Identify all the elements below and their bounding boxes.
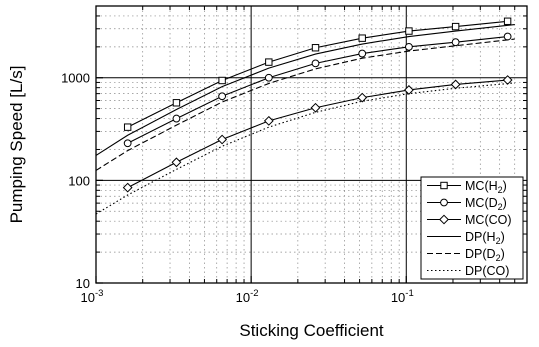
data-point-mc-h2 — [405, 27, 413, 35]
legend-marker-mc-h2 — [440, 181, 448, 190]
series-line-mc-co — [127, 79, 508, 189]
data-point-mc-h2 — [451, 22, 460, 31]
y-tick-label: 10 — [76, 276, 90, 291]
x-tick-label: 10-2 — [236, 288, 259, 305]
legend-marker-mc-co — [439, 214, 449, 225]
series-dp-h2 — [95, 23, 515, 156]
data-point-mc-h2 — [265, 58, 273, 66]
legend-label-dp-d2: DP(D2) — [465, 247, 505, 263]
data-point-mc-co — [122, 182, 133, 193]
legend-marker-mc-d2 — [440, 198, 448, 207]
data-point-mc-d2 — [264, 73, 273, 82]
data-point-mc-d2 — [311, 59, 320, 68]
y-axis-title: Pumping Speed [L/s] — [7, 66, 26, 224]
data-point-mc-h2 — [172, 99, 181, 107]
data-point-mc-d2 — [358, 49, 367, 58]
series-mc-h2 — [123, 17, 512, 131]
legend-box — [420, 176, 524, 280]
data-point-mc-co — [310, 102, 321, 113]
data-point-mc-d2 — [218, 92, 227, 101]
data-point-mc-h2 — [218, 76, 226, 85]
data-point-mc-co — [404, 85, 414, 95]
series-dp-co — [95, 82, 515, 215]
data-point-mc-co — [217, 134, 228, 145]
series-group — [95, 17, 515, 215]
data-point-mc-co — [502, 75, 513, 85]
data-point-mc-d2 — [451, 38, 460, 47]
data-point-mc-d2 — [123, 139, 132, 148]
data-point-mc-d2 — [405, 42, 413, 51]
data-point-mc-d2 — [172, 114, 181, 123]
series-mc-co — [122, 75, 513, 193]
x-tick-label: 10-1 — [391, 288, 414, 305]
legend-label-dp-h2: DP(H2) — [465, 230, 505, 246]
data-point-mc-h2 — [123, 123, 132, 131]
series-line-dp-co — [95, 82, 515, 215]
legend-label-mc-h2: MC(H2) — [465, 179, 507, 195]
legend-label-mc-d2: MC(D2) — [465, 196, 507, 212]
series-line-dp-d2 — [95, 38, 515, 171]
y-tick-label: 100 — [68, 173, 90, 188]
legend: MC(H2)MC(D2)MC(CO) DP(H2)DP(D2)DP(CO) — [420, 176, 524, 280]
data-point-mc-co — [263, 115, 274, 126]
series-dp-d2 — [95, 38, 515, 171]
plot-area-frame — [95, 5, 528, 284]
series-mc-d2 — [123, 32, 512, 148]
data-point-mc-h2 — [503, 17, 512, 25]
data-point-mc-co — [357, 92, 368, 103]
legend-label-mc-co: MC(CO) — [465, 213, 512, 227]
series-line-mc-d2 — [127, 35, 508, 144]
y-tick-label: 1000 — [61, 71, 90, 86]
data-point-mc-co — [171, 157, 182, 168]
data-point-mc-d2 — [503, 32, 512, 41]
data-point-mc-h2 — [311, 44, 320, 52]
legend-label-dp-co: DP(CO) — [465, 264, 509, 278]
x-axis-title: Sticking Coefficient — [239, 321, 384, 340]
data-point-mc-h2 — [358, 34, 366, 42]
series-line-mc-h2 — [127, 20, 508, 128]
series-line-dp-h2 — [95, 23, 515, 156]
